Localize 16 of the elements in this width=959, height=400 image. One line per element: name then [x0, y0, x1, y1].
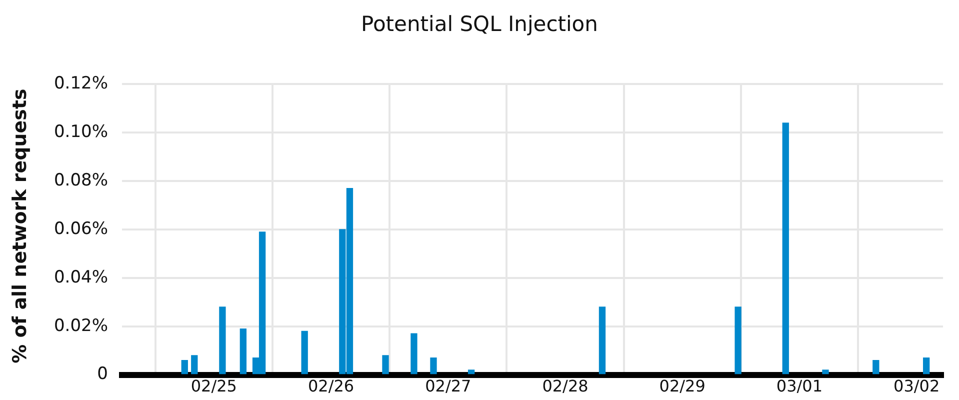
x-tick-label: 02/25 [190, 376, 237, 396]
y-tick-label: 0.06% [54, 218, 108, 239]
y-tick-label: 0.12% [54, 74, 108, 94]
y-tick-label: 0.10% [54, 122, 108, 142]
y-axis-title: % of all network requests [9, 88, 31, 366]
y-tick-label: 0.08% [54, 170, 108, 190]
y-tick-label: 0.02% [54, 316, 108, 336]
x-tick-label: 03/01 [776, 376, 823, 396]
x-tick-label: 02/26 [308, 376, 354, 396]
x-tick-label: 02/28 [542, 376, 588, 396]
chart-title: Potential SQL Injection [360, 12, 599, 36]
x-tick-label: 02/29 [659, 376, 706, 396]
x-tick-label: 03/02 [894, 376, 940, 396]
x-tick-label: 02/27 [425, 376, 472, 396]
y-tick-label: 0 [97, 364, 108, 384]
y-tick-label: 0.04% [54, 267, 108, 288]
